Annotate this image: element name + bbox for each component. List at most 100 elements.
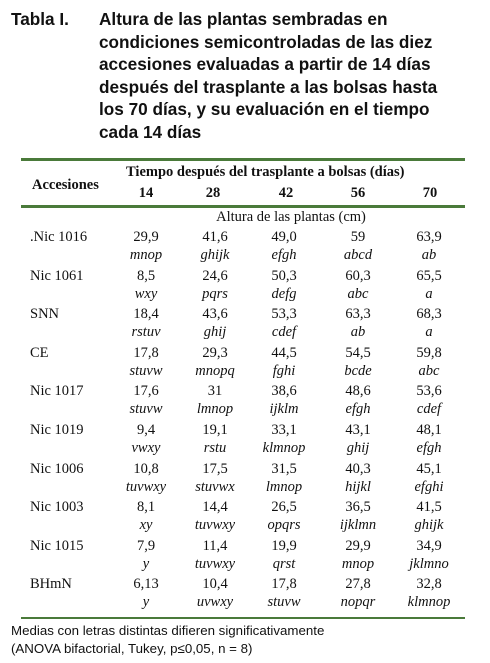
height-value: 43,6 <box>202 306 228 323</box>
significance-letters: lmnop <box>196 401 234 418</box>
significance-letters: bcde <box>344 362 372 379</box>
significance-letters: klmnop <box>262 440 306 456</box>
significance-letters: y <box>142 594 150 611</box>
height-value: 36,5 <box>345 499 371 516</box>
height-value: 65,5 <box>416 267 442 284</box>
caption-line-3: accesiones evaluadas a partir de 14 días <box>99 54 431 74</box>
significance-letters: ab <box>350 324 366 341</box>
significance-letters: stuvw <box>129 362 163 379</box>
table-row: CE 17,8 stuvw 29,3 mnopq 44,5 fghi 54,5 bcde 59,8… <box>0 345 490 384</box>
height-value: 29,9 <box>345 537 371 554</box>
height-value: 31 <box>207 383 223 400</box>
significance-letters: cdef <box>416 401 442 418</box>
height-value: 40,3 <box>345 460 371 477</box>
day-header-28: 28 <box>205 185 221 201</box>
height-value: 17,5 <box>202 460 228 477</box>
height-value: 9,4 <box>136 422 156 438</box>
accession-name: SNN <box>30 306 60 323</box>
significance-letters: qrst <box>272 555 296 572</box>
significance-letters: mnop <box>341 555 375 572</box>
significance-letters: abcd <box>343 247 373 263</box>
table-row: Nic 1017 17,6 stuvw 31 lmnop 38,6 ijklm 48,6 efg… <box>0 383 490 422</box>
height-value: 50,3 <box>271 267 297 284</box>
significance-letters: abc <box>347 285 369 302</box>
height-value: 43,1 <box>345 422 371 438</box>
height-value: 53,6 <box>416 383 442 400</box>
height-value: 41,6 <box>202 229 228 245</box>
caption-line-1: Altura de las plantas sembradas en <box>99 9 388 29</box>
height-value: 68,3 <box>416 306 442 323</box>
day-header-70: 70 <box>422 185 438 201</box>
table-row: SNN 18,4 rstuv 43,6 ghij 53,3 cdef 63,3 ab 68,3 a <box>0 306 490 345</box>
height-value: 17,8 <box>271 576 297 593</box>
height-value: 10,8 <box>133 460 159 477</box>
height-value: 31,5 <box>271 460 297 477</box>
height-value: 63,9 <box>416 229 442 245</box>
table-row: Nic 1019 9,4 vwxy 19,1 rstu 33,1 klmnop 43,1 ghi… <box>0 422 490 461</box>
accession-name: BHmN <box>30 576 72 593</box>
accession-name: Nic 1017 <box>30 383 84 400</box>
caption-label: Tabla I. <box>11 9 69 29</box>
height-value: 7,9 <box>136 537 156 554</box>
caption-line-4: después del trasplante a las bolsas hast… <box>99 76 438 97</box>
height-value: 10,4 <box>202 576 228 593</box>
height-value: 41,5 <box>416 499 442 516</box>
caption-line-2: condiciones semicontroladas de las diez <box>99 31 433 52</box>
row-header: Accesiones <box>32 177 99 193</box>
significance-letters: ab <box>421 247 437 263</box>
height-value: 49,0 <box>271 229 297 245</box>
accession-name: Nic 1019 <box>30 422 84 438</box>
height-value: 19,1 <box>202 422 228 438</box>
footnote-line-2: (ANOVA bifactorial, Tukey, p≤0,05, n = 8… <box>11 641 253 656</box>
significance-letters: fghi <box>272 362 296 379</box>
table-subheader: Altura de las plantas (cm) <box>216 209 366 225</box>
accession-name: Nic 1006 <box>30 460 84 477</box>
accession-name: .Nic 1016 <box>30 229 88 245</box>
significance-letters: ijklmn <box>339 517 377 534</box>
significance-letters: rstu <box>203 440 227 456</box>
height-value: 29,3 <box>202 344 228 361</box>
significance-letters: ghij <box>203 324 227 341</box>
significance-letters: hijkl <box>345 478 371 495</box>
height-value: 44,5 <box>271 344 297 361</box>
accession-name: Nic 1061 <box>30 267 84 284</box>
significance-letters: xy <box>139 517 153 534</box>
table-top-rule <box>21 158 465 161</box>
height-value: 54,5 <box>345 344 371 361</box>
significance-letters: rstuv <box>131 324 161 341</box>
significance-letters: vwxy <box>131 440 161 456</box>
height-value: 11,4 <box>202 537 228 554</box>
significance-letters: efgh <box>345 401 371 418</box>
header-rule <box>21 205 465 208</box>
height-value: 29,9 <box>133 229 159 245</box>
height-value: 38,6 <box>271 383 297 400</box>
significance-letters: defg <box>271 285 297 302</box>
height-value: 48,1 <box>416 422 442 438</box>
significance-letters: cdef <box>271 324 297 341</box>
significance-letters: mnopq <box>195 362 235 379</box>
footnote-line-1: Medias con letras distintas difieren sig… <box>11 623 325 638</box>
table-row: Nic 1006 10,8 tuvwxy 17,5 stuvwx 31,5 lmnop 40,… <box>0 461 490 500</box>
height-value: 19,9 <box>271 537 297 554</box>
height-value: 34,9 <box>416 537 442 554</box>
significance-letters: ghij <box>346 440 370 456</box>
significance-letters: tuvwxy <box>194 555 236 572</box>
caption-line-5: los 70 días, y su evaluación en el tiemp… <box>99 99 430 119</box>
height-value: 45,1 <box>416 460 442 477</box>
significance-letters: abc <box>418 362 440 379</box>
caption-line-6: cada 14 días <box>99 121 202 142</box>
height-value: 33,1 <box>271 422 297 438</box>
height-value: 53,3 <box>271 306 297 323</box>
significance-letters: efgh <box>271 247 297 263</box>
significance-letters: lmnop <box>265 478 303 495</box>
height-value: 60,3 <box>345 267 371 284</box>
table-row: Nic 1015 7,9 y 11,4 tuvwxy 19,9 qrst 29,9 mnop 34… <box>0 538 490 577</box>
height-value: 17,6 <box>133 383 159 400</box>
significance-letters: ghijk <box>200 247 230 263</box>
table-row: .Nic 1016 29,9 mnop 41,6 ghijk 49,0 efgh 59 abcd… <box>0 229 490 268</box>
height-value: 6,13 <box>133 576 159 593</box>
significance-letters: efgh <box>416 440 442 456</box>
span-header: Tiempo después del trasplante a bolsas (… <box>126 164 405 180</box>
significance-letters: stuvw <box>267 594 301 611</box>
table-row: Nic 1061 8,5 wxy 24,6 pqrs 50,3 defg 60,3 abc 65,… <box>0 268 490 307</box>
